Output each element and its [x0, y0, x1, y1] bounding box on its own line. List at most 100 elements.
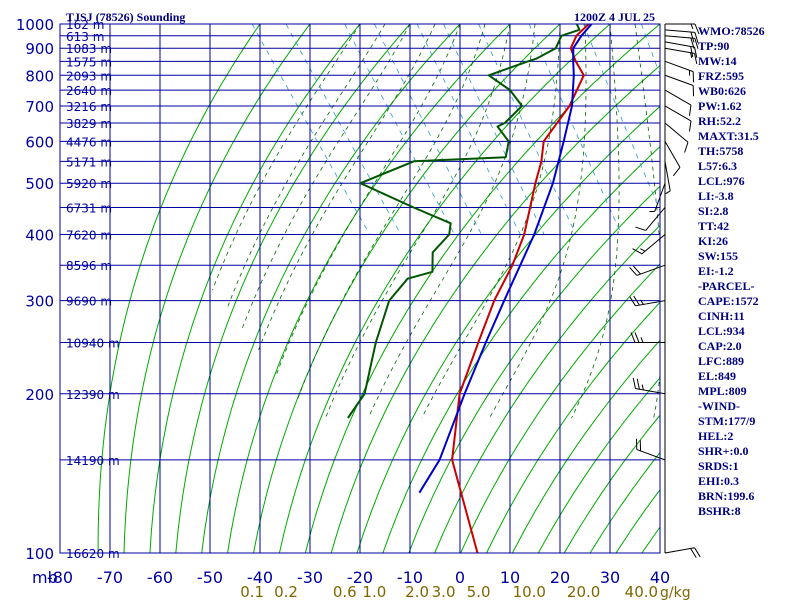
wind-barbs [629, 23, 701, 558]
index-text: MAXT:31.5 [698, 129, 759, 143]
temperature-tick-label: -20 [347, 568, 373, 587]
mixing-ratio-label: 0.2 [274, 583, 298, 600]
index-text: -PARCEL- [698, 279, 754, 293]
index-text: WB0:626 [698, 84, 746, 98]
wind-barb-shaft [664, 89, 692, 106]
index-text: MPL:809 [698, 384, 747, 398]
index-text: L57:6.3 [698, 159, 737, 173]
wind-barb-flag [634, 332, 640, 343]
temperature-tick-label: -70 [97, 568, 123, 587]
moist-adiabat-line [296, 24, 486, 401]
index-text: CINH:11 [698, 309, 745, 323]
temperature-tick-label: -10 [397, 568, 423, 587]
height-label: 6731 m [66, 201, 112, 215]
index-text: STM:177/9 [698, 414, 755, 428]
wind-barb-flag [690, 31, 695, 43]
wind-barb-shaft [664, 161, 671, 191]
dry-adiabat-line [771, 24, 800, 553]
index-text: CAPE:1572 [698, 294, 759, 308]
pressure-tick-label: 200 [25, 386, 54, 404]
pressure-tick-label: 900 [25, 40, 54, 58]
grid-lines [60, 24, 800, 553]
mixing-ratio-label: 2.0 [405, 583, 429, 600]
index-text: EL:849 [698, 369, 736, 383]
wind-barb-shaft [664, 547, 695, 554]
height-label: 4476 m [66, 135, 112, 149]
index-text: MW:14 [698, 54, 737, 68]
wind-barb-shaft [664, 41, 695, 48]
sounding-time: 1200Z 4 JUL 25 [574, 10, 655, 24]
wind-barb-flag [630, 332, 636, 343]
height-label: 2093 m [66, 69, 112, 83]
wind-barb-half-flag [640, 299, 644, 305]
moist-adiabat-line [258, 24, 436, 351]
height-label: 5920 m [66, 177, 112, 191]
wind-barb [664, 141, 681, 177]
wind-barb-shaft [664, 60, 694, 73]
mixing-ratio-label: 1.0 [362, 583, 386, 600]
wind-barb [664, 547, 701, 558]
wind-barb-half-flag [690, 23, 694, 30]
wind-barb-flag [694, 32, 699, 43]
wind-barb [664, 105, 692, 132]
wind-barb [664, 122, 689, 153]
index-text: TP:90 [698, 39, 729, 53]
stability-indices-panel: WMO:78526TP:90MW:14FRZ:595WB0:626PW:1.62… [698, 24, 765, 518]
mixing-ratio-unit-label: g/kg [660, 585, 691, 600]
temperature-tick-label: -60 [147, 568, 173, 587]
wind-barb-flag [690, 548, 697, 558]
height-label: 1575 m [66, 55, 112, 69]
pressure-tick-label: 500 [25, 175, 54, 193]
wind-barb-flag [690, 46, 694, 58]
temperature-tick-label: 30 [600, 568, 620, 587]
parcel-profile-line [418, 24, 593, 494]
wind-barb [635, 207, 666, 231]
wind-barb-flag [694, 53, 698, 65]
moist-adiabat-line [325, 24, 511, 419]
wind-barb-flag [629, 296, 636, 307]
wind-barb-flag [632, 377, 636, 389]
wind-barb [664, 41, 698, 58]
wind-barb-flag [694, 47, 698, 58]
wind-barb-half-flag [640, 248, 646, 252]
wind-barb-flag [688, 120, 692, 132]
temperature-tick-label: 40 [650, 568, 670, 587]
height-label: 14190 m [66, 454, 120, 468]
dewpoint-profile-line [347, 24, 581, 419]
plot-frame [59, 23, 661, 554]
height-label: 162 m [66, 18, 104, 32]
moist-adiabat-line [226, 24, 386, 311]
pressure-tick-label: 300 [25, 293, 54, 311]
wind-barb-shaft [664, 122, 689, 143]
mixing-ratio-label: 10.0 [513, 583, 546, 600]
wind-barb-flag [694, 23, 700, 35]
wind-barb-shaft [664, 141, 681, 168]
wind-barb [664, 60, 695, 83]
wind-barb [664, 29, 699, 43]
mixing-ratio-label: 40.0 [625, 583, 658, 600]
moist-adiabat-line [212, 24, 361, 291]
index-text: EHI:0.3 [698, 474, 739, 488]
index-text: WMO:78526 [698, 24, 765, 38]
index-text: TT:42 [698, 219, 729, 233]
temperature-tick-label: -50 [197, 568, 223, 587]
height-label: 7620 m [66, 229, 112, 243]
wind-barb-flag [694, 38, 699, 49]
wind-barb [664, 74, 695, 97]
temperature-tick-label: -30 [297, 568, 323, 587]
height-label: 16620 m [66, 547, 120, 561]
pressure-tick-label: 400 [25, 227, 54, 245]
height-label: 10940 m [66, 336, 120, 350]
moist-adiabat-line [489, 24, 587, 419]
temperature-tick-label: -80 [47, 568, 73, 587]
index-text: TH:5758 [698, 144, 743, 158]
mixing-ratio-label: 0.1 [240, 583, 264, 600]
index-text: FRZ:595 [698, 69, 744, 83]
pressure-tick-label: 700 [25, 98, 54, 116]
temperature-tick-label: -40 [247, 568, 273, 587]
index-text: RH:52.2 [698, 114, 741, 128]
profile-lines [347, 24, 593, 553]
wind-barb-flag [635, 226, 646, 231]
